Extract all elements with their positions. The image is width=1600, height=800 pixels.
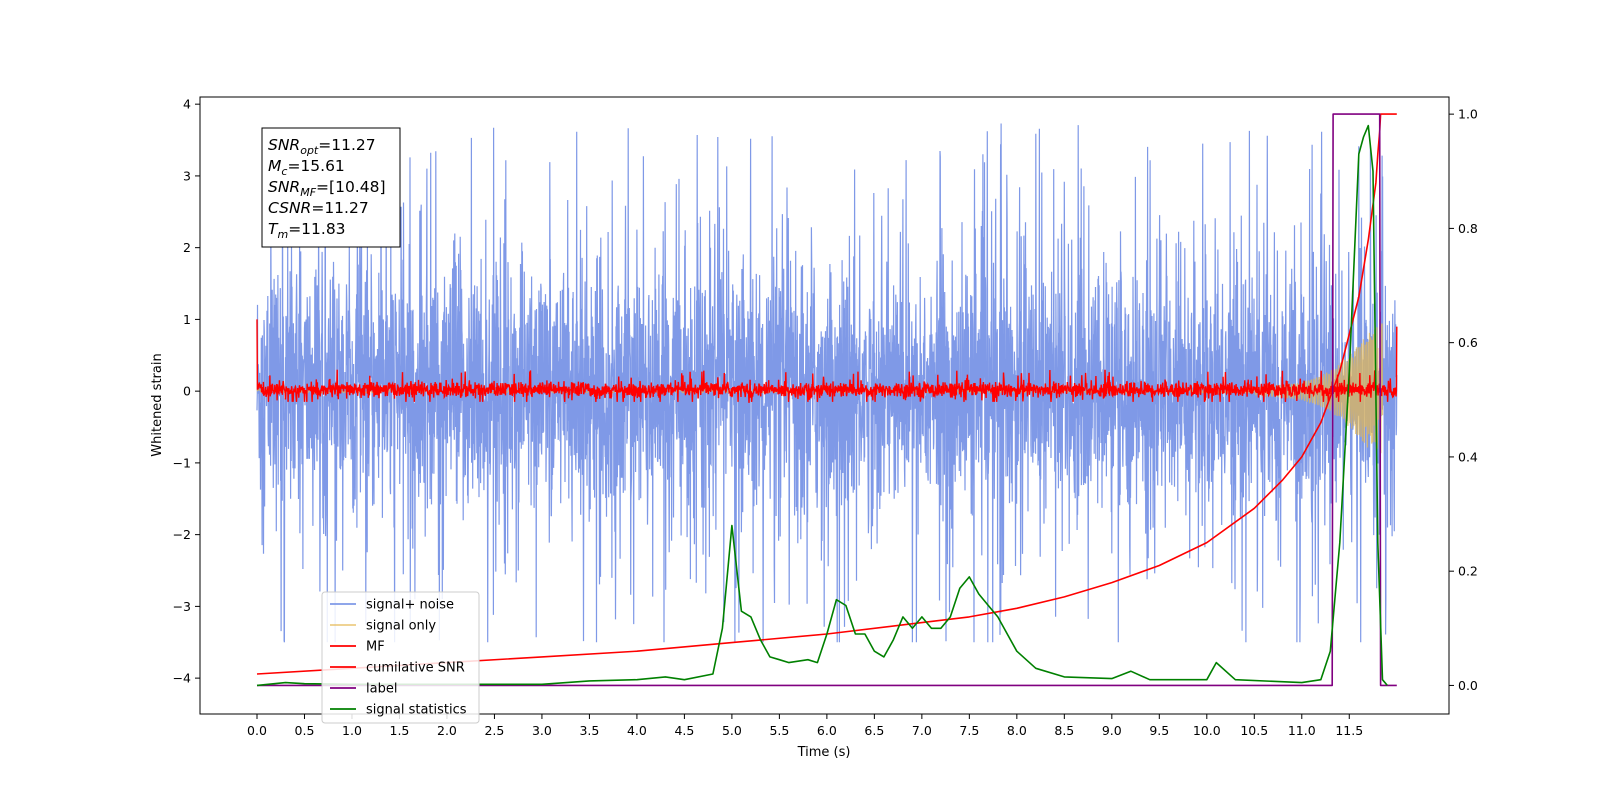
legend-label: signal statistics (366, 703, 467, 718)
x-tick-label: 4.5 (674, 723, 694, 738)
y-right-tick-label: 1.0 (1458, 107, 1478, 122)
annotation-box: SNRopt=11.27Mc=15.61SNRMF=[10.48]CSNR=11… (261, 127, 401, 248)
annotation-line: Mc=15.61 (268, 157, 345, 178)
x-tick-label: 10.5 (1240, 723, 1268, 738)
x-tick-label: 7.5 (959, 723, 979, 738)
y-right-tick-label: 0.8 (1458, 221, 1478, 236)
x-tick-label: 4.0 (627, 723, 647, 738)
annotation-line: CSNR=11.27 (268, 199, 369, 217)
y-right-tick-label: 0.6 (1458, 335, 1478, 350)
legend-label: signal only (366, 619, 436, 634)
y-tick-label: −2 (173, 527, 191, 542)
y-axis-label: Whitened strain (150, 353, 165, 456)
series-signal-noise (256, 123, 1398, 643)
series-signal-statistics (256, 124, 1388, 687)
legend: signal+ noise signal only MF cumilative SNR… (321, 591, 480, 724)
x-tick-label: 6.0 (817, 723, 837, 738)
y-tick-label: −4 (173, 671, 191, 686)
y-tick-label: 1 (183, 312, 191, 327)
legend-label: signal+ noise (366, 598, 454, 613)
y-axis-right: 0.0 0.2 0.4 0.6 0.8 1.0 (1449, 107, 1478, 693)
x-tick-label: 5.0 (722, 723, 742, 738)
y-tick-label: 0 (183, 384, 191, 399)
x-tick-label: 11.0 (1288, 723, 1316, 738)
y-tick-label: −3 (173, 599, 191, 614)
x-tick-label: 9.0 (1102, 723, 1122, 738)
x-tick-label: 0.5 (295, 723, 315, 738)
y-tick-label: −1 (173, 455, 191, 470)
series-label (257, 113, 1397, 687)
annotation-line: SNRopt=11.27 (268, 136, 376, 157)
y-tick-label: 3 (183, 168, 191, 183)
x-tick-label: 5.5 (769, 723, 789, 738)
x-tick-label: 2.5 (484, 723, 504, 738)
x-tick-label: 1.0 (342, 723, 362, 738)
x-tick-label: 2.0 (437, 723, 457, 738)
annotation-line: Tm=11.83 (268, 220, 346, 241)
x-tick-label: 3.0 (532, 723, 552, 738)
x-tick-label: 8.5 (1054, 723, 1074, 738)
y-right-tick-label: 0.2 (1458, 564, 1478, 579)
y-tick-label: 4 (183, 97, 191, 112)
y-right-tick-label: 0.4 (1458, 449, 1478, 464)
x-axis-label: Time (s) (797, 745, 851, 760)
x-axis: 0.0 0.5 1.0 1.5 2.0 2.5 3.0 3.5 4.0 4.5 5.0 5.5 6.0 6… (247, 714, 1363, 738)
x-tick-label: 0.0 (247, 723, 267, 738)
x-tick-label: 7.0 (912, 723, 932, 738)
annotation-line: SNRMF=[10.48] (268, 178, 386, 199)
x-tick-label: 11.5 (1335, 723, 1363, 738)
x-tick-label: 1.5 (390, 723, 410, 738)
series-cumulative-snr (256, 113, 1397, 675)
y-axis-left: −4 −3 −2 −1 0 1 2 3 4 (173, 97, 200, 686)
plot-frame (199, 96, 1450, 715)
legend-label: cumilative SNR (366, 661, 465, 676)
series-mf (256, 319, 1398, 403)
y-right-tick-label: 0.0 (1458, 678, 1478, 693)
x-tick-label: 3.5 (579, 723, 599, 738)
x-tick-label: 9.5 (1149, 723, 1169, 738)
y-tick-label: 2 (183, 240, 191, 255)
x-tick-label: 8.0 (1007, 723, 1027, 738)
legend-label: label (366, 682, 397, 697)
legend-label: MF (366, 640, 385, 655)
x-tick-label: 10.0 (1193, 723, 1221, 738)
x-tick-label: 6.5 (864, 723, 884, 738)
